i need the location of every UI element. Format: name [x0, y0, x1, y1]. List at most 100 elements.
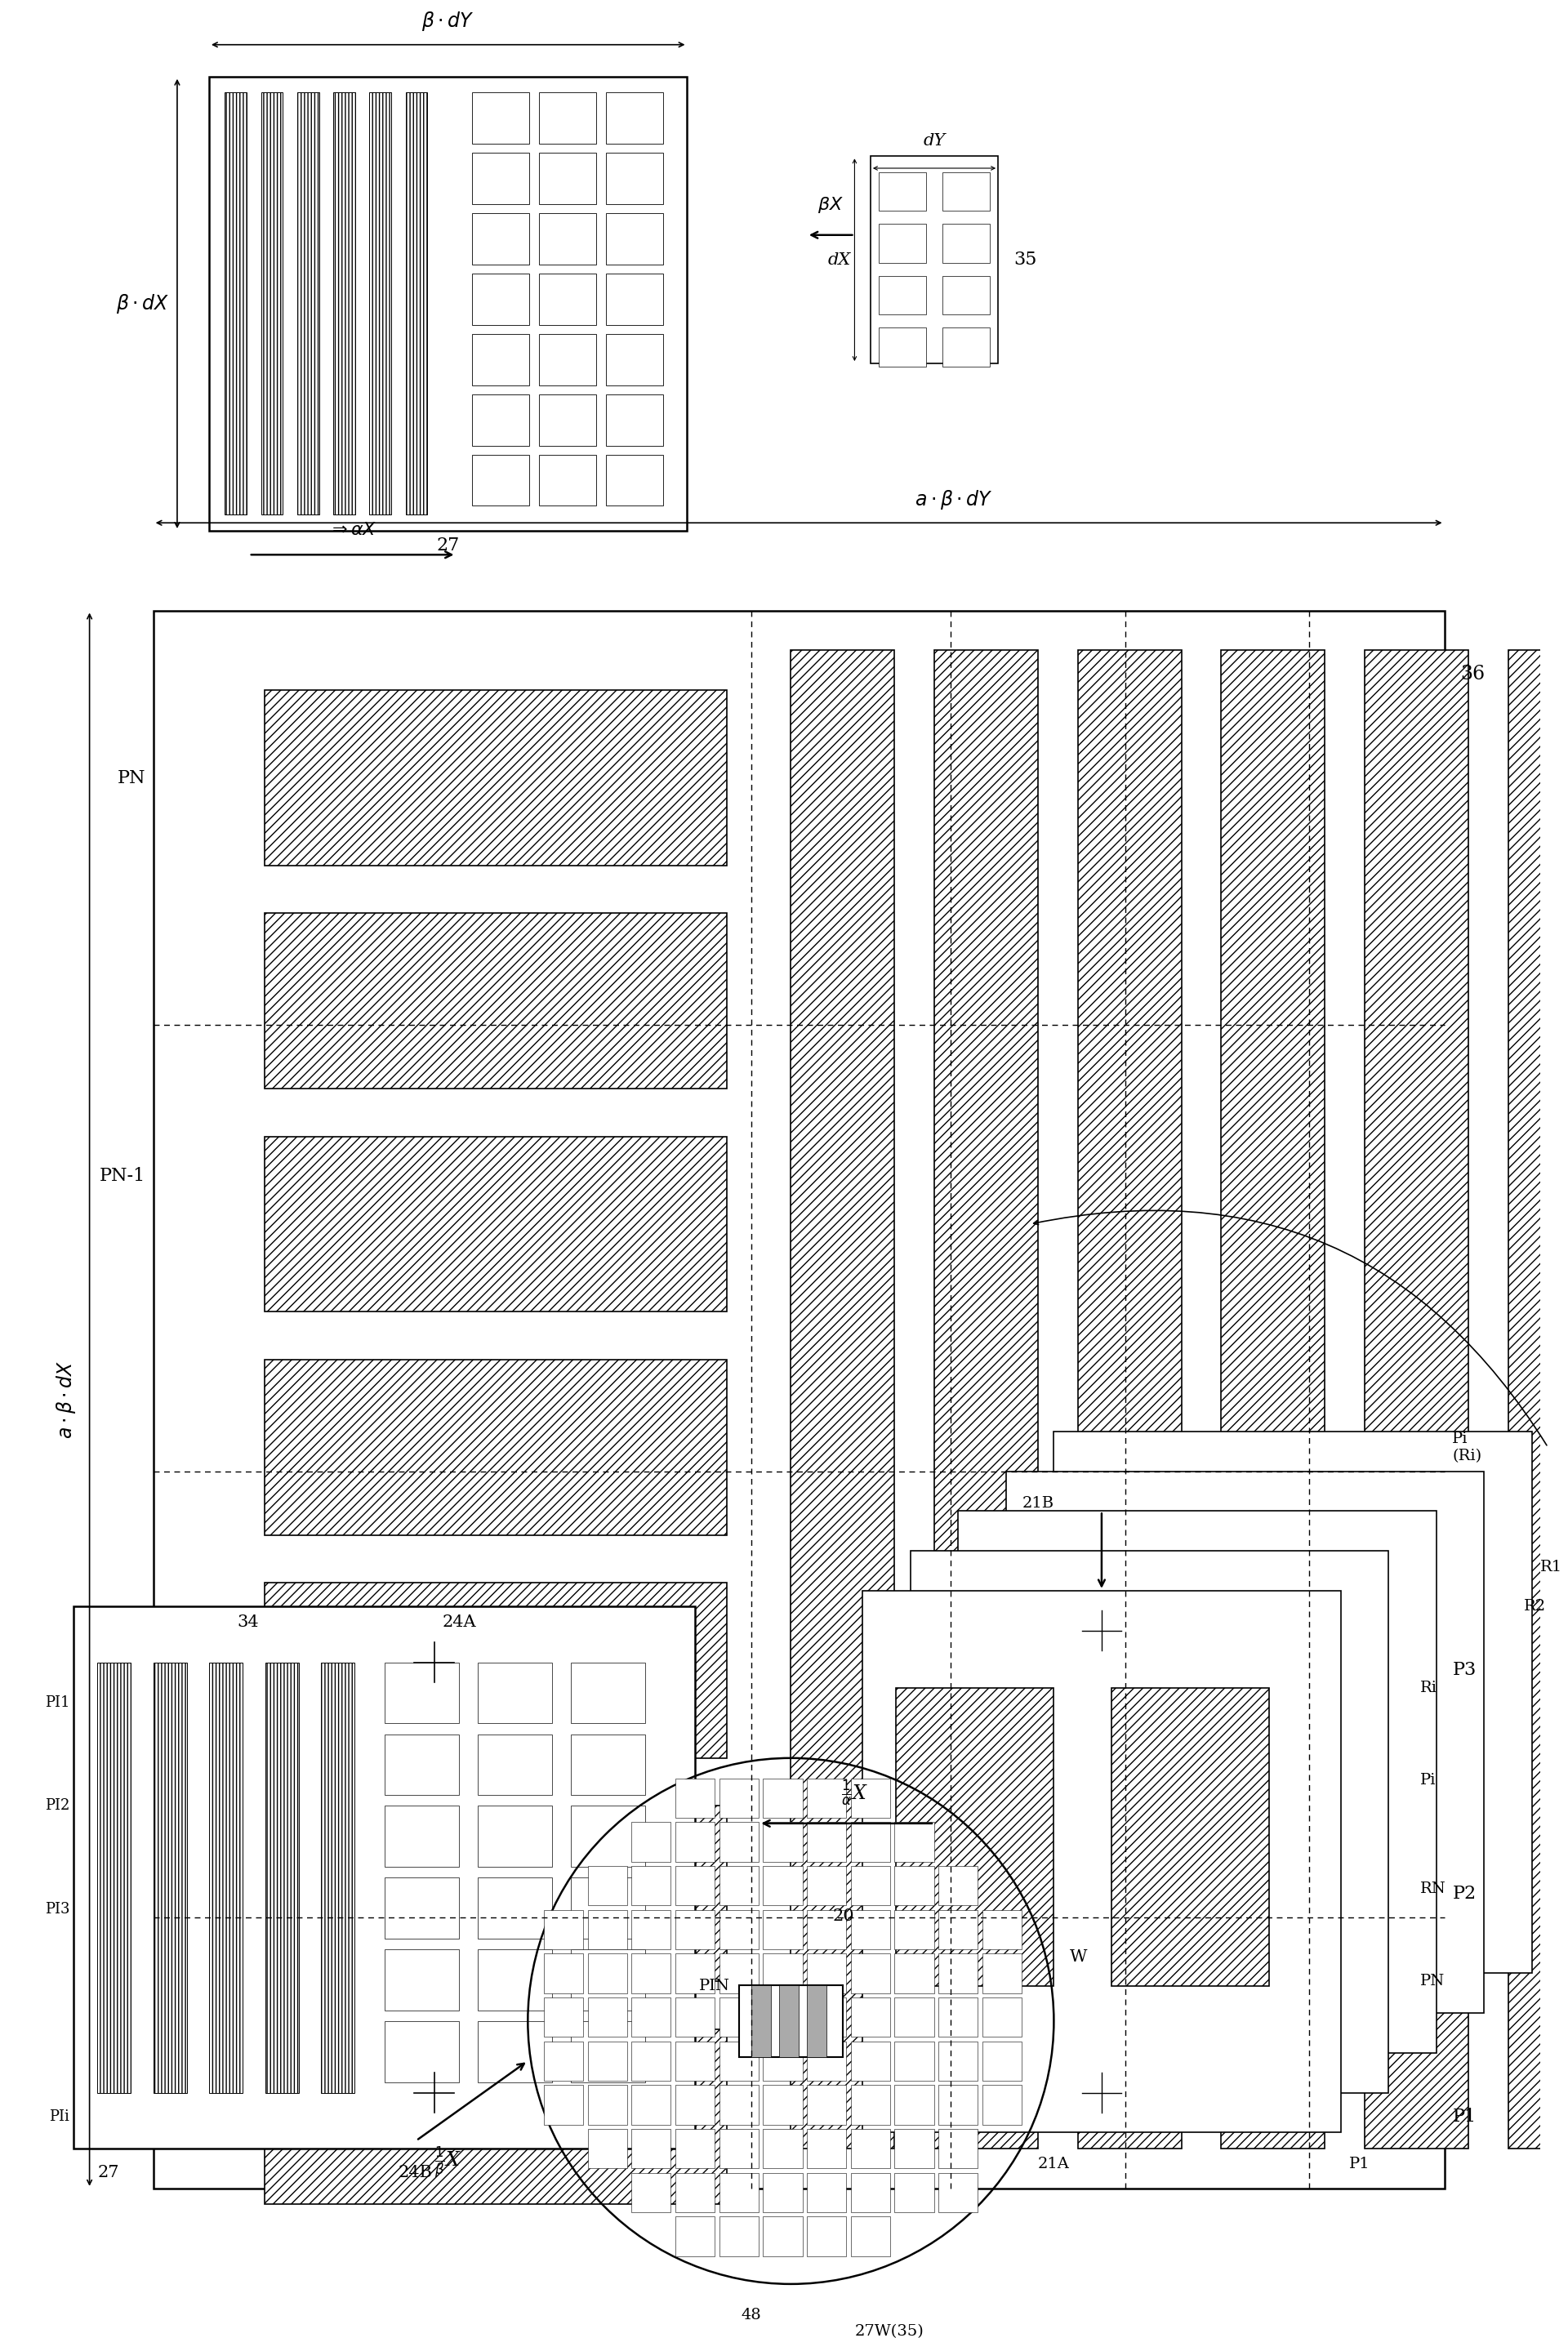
Bar	[571, 1662, 646, 1723]
Bar	[676, 1955, 715, 1992]
Bar	[894, 1955, 935, 1992]
Bar	[224, 94, 246, 514]
Text: PN-1: PN-1	[99, 1167, 146, 1185]
Bar	[539, 334, 596, 386]
Bar	[982, 1910, 1021, 1950]
Bar	[632, 1910, 671, 1950]
Bar	[605, 152, 663, 203]
Text: $\beta X$: $\beta X$	[817, 196, 844, 215]
Bar	[571, 1877, 646, 1938]
Text: 21A: 21A	[1038, 2156, 1069, 2172]
Bar	[764, 2130, 803, 2167]
Text: 48: 48	[740, 2308, 760, 2322]
Bar	[588, 2085, 627, 2125]
Bar	[878, 327, 927, 367]
Text: P2: P2	[1452, 1884, 1475, 1903]
Bar	[265, 1805, 728, 1980]
Bar	[676, 2130, 715, 2167]
Text: $a \cdot \beta \cdot dY$: $a \cdot \beta \cdot dY$	[914, 489, 993, 512]
Bar	[384, 1662, 459, 1723]
Bar	[720, 1821, 759, 1861]
Bar	[938, 1997, 978, 2036]
Bar	[764, 2172, 803, 2212]
Bar	[779, 1985, 798, 2057]
Bar	[1364, 650, 1468, 2149]
Bar	[720, 1910, 759, 1950]
Bar	[1077, 650, 1181, 2149]
Bar	[982, 2085, 1021, 2125]
Bar	[539, 94, 596, 145]
Bar	[676, 2216, 715, 2256]
Bar	[605, 395, 663, 447]
Bar	[605, 274, 663, 325]
Bar	[384, 1735, 459, 1796]
Bar	[384, 1950, 459, 2011]
Bar	[808, 1866, 847, 1905]
Text: 24A: 24A	[442, 1616, 477, 1630]
Bar	[605, 454, 663, 505]
Bar	[894, 1821, 935, 1861]
Text: $a \cdot \beta \cdot dX$: $a \cdot \beta \cdot dX$	[55, 1361, 77, 1438]
Bar	[588, 2130, 627, 2167]
Text: R1: R1	[1540, 1559, 1562, 1573]
Text: 27: 27	[436, 538, 459, 554]
Bar	[1221, 650, 1325, 2149]
Bar	[298, 94, 318, 514]
Bar	[676, 1779, 715, 1819]
Bar	[870, 157, 997, 362]
Bar	[720, 2041, 759, 2081]
Bar	[878, 224, 927, 262]
Bar	[265, 914, 728, 1090]
Bar	[74, 1606, 695, 2149]
Bar	[850, 1866, 891, 1905]
Text: 35: 35	[1014, 250, 1036, 269]
Bar	[154, 610, 1444, 2188]
Text: 24B: 24B	[398, 2165, 433, 2179]
Bar	[739, 1985, 842, 2057]
Bar	[751, 1985, 771, 2057]
Bar	[938, 1866, 978, 1905]
Bar	[808, 1985, 826, 2057]
Bar	[539, 454, 596, 505]
Bar	[982, 2041, 1021, 2081]
Bar	[370, 94, 390, 514]
Bar	[632, 2172, 671, 2212]
Bar	[850, 1910, 891, 1950]
Bar	[764, 2085, 803, 2125]
Bar	[676, 2085, 715, 2125]
Text: 27W(35): 27W(35)	[855, 2324, 924, 2338]
Bar	[478, 1950, 552, 2011]
Bar	[982, 1955, 1021, 1992]
Bar	[544, 1955, 583, 1992]
Bar	[262, 94, 282, 514]
Text: dX: dX	[828, 253, 850, 267]
Bar	[808, 2041, 847, 2081]
Bar	[938, 2041, 978, 2081]
Bar	[790, 650, 894, 2149]
Bar	[808, 1910, 847, 1950]
Bar	[764, 1997, 803, 2036]
Bar	[571, 1735, 646, 1796]
Bar	[808, 1955, 847, 1992]
Bar	[1007, 1471, 1485, 2013]
Bar	[808, 2172, 847, 2212]
Bar	[539, 274, 596, 325]
Bar	[764, 2041, 803, 2081]
Text: PI3: PI3	[44, 1903, 69, 1917]
Text: PN: PN	[118, 769, 146, 788]
Bar	[850, 1821, 891, 1861]
Bar	[478, 1877, 552, 1938]
Bar	[850, 2216, 891, 2256]
Text: PN: PN	[1421, 1973, 1446, 1987]
Bar	[571, 1805, 646, 1866]
Text: 27: 27	[97, 2165, 119, 2179]
Bar	[472, 454, 528, 505]
Bar	[850, 2130, 891, 2167]
Bar	[632, 2041, 671, 2081]
Bar	[478, 1662, 552, 1723]
Text: Pi
(Ri): Pi (Ri)	[1452, 1431, 1482, 1464]
Bar	[862, 1590, 1341, 2132]
Bar	[472, 152, 528, 203]
Bar	[942, 327, 989, 367]
Text: 36: 36	[1460, 664, 1485, 683]
